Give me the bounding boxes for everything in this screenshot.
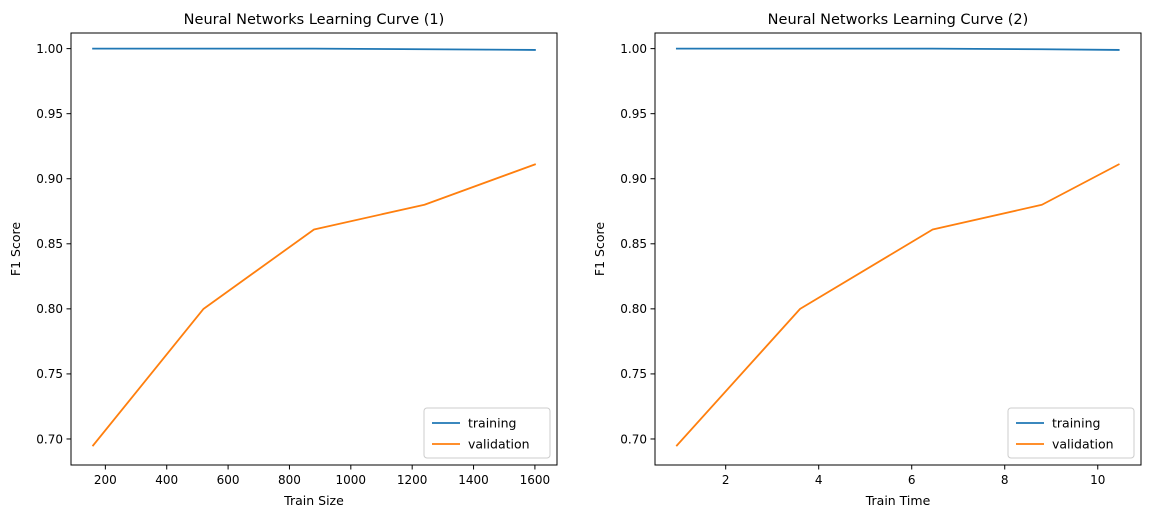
chart-panel-2: Neural Networks Learning Curve (2) 2 4 6 8 10… [592,12,1142,508]
x-tick-label: 1000 [336,473,367,487]
chart-title: Neural Networks Learning Curve (2) [768,12,1029,28]
legend: training validation [423,407,551,459]
y-tick-label: 0.80 [36,302,63,316]
y-axis-label: F1 Score [592,222,607,276]
plot-frame [70,32,558,466]
x-tick-label: 400 [155,473,178,487]
x-axis-label: Train Time [865,493,931,508]
legend-label-validation: validation [468,437,530,452]
plot-frame [654,32,1142,466]
x-tick-label: 600 [217,473,240,487]
y-axis-label: F1 Score [8,222,23,276]
series-line-validation [675,163,1120,447]
y-tick-label: 0.85 [620,237,647,251]
x-tick-label: 6 [908,473,916,487]
chart-title: Neural Networks Learning Curve (1) [184,12,445,28]
y-tick-label: 0.80 [620,302,647,316]
y-tick-label: 0.95 [36,107,63,121]
y-tick-label: 1.00 [36,42,63,56]
y-tick-label: 0.90 [36,172,63,186]
x-axis-label: Train Size [283,493,344,508]
x-tick-label: 1600 [520,473,551,487]
series-line-training [675,47,1120,51]
y-tick-label: 0.75 [620,367,647,381]
x-tick-label: 1200 [397,473,428,487]
series-line-training [92,47,536,51]
x-tick-label: 200 [94,473,117,487]
legend-box [1007,407,1135,459]
legend-label-training: training [1052,416,1100,431]
y-tick-label: 1.00 [620,42,647,56]
x-tick-label: 10 [1090,473,1105,487]
x-tick-label: 800 [278,473,301,487]
y-tick-label: 0.70 [620,432,647,446]
y-tick-label: 0.75 [36,367,63,381]
x-tick-label: 4 [815,473,823,487]
x-tick-label: 1400 [458,473,489,487]
series-line-validation [91,163,537,447]
x-tick-label: 8 [1001,473,1009,487]
chart-panel-1: Neural Networks Learning Curve (1) 200 400… [8,12,558,508]
legend-label-validation: validation [1052,437,1114,452]
legend-label-training: training [468,416,516,431]
y-tick-label: 0.85 [36,237,63,251]
legend-box [423,407,551,459]
x-tick-label: 2 [722,473,730,487]
y-tick-label: 0.70 [36,432,63,446]
y-tick-label: 0.95 [620,107,647,121]
y-tick-label: 0.90 [620,172,647,186]
legend: training validation [1007,407,1135,459]
